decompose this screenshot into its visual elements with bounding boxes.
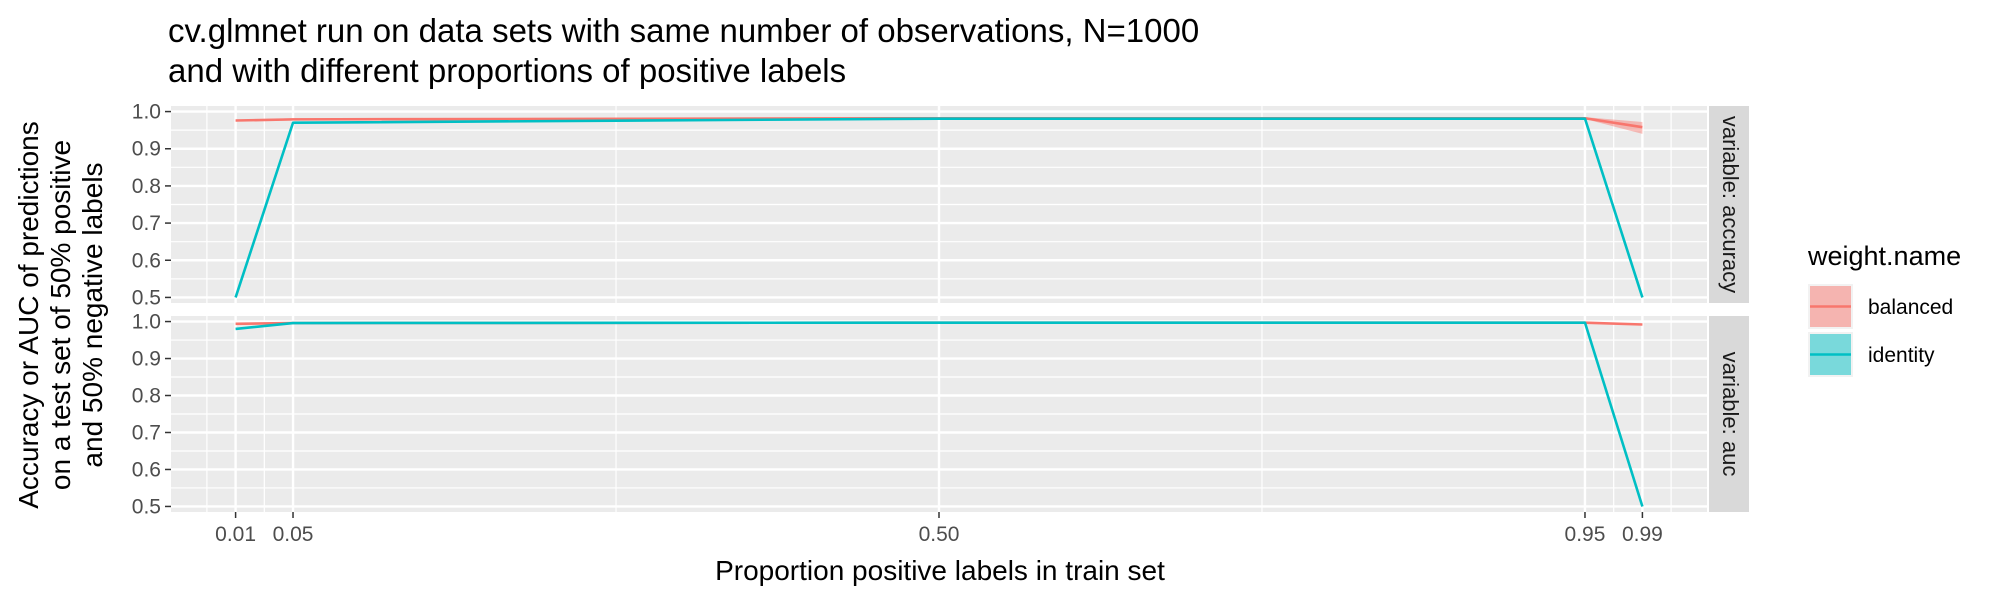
y-tick-label: 0.5 (132, 495, 161, 518)
y-tick-label: 0.9 (132, 138, 161, 161)
y-tick-label: 0.6 (132, 249, 161, 272)
x-axis-label: Proportion positive labels in train set (715, 555, 1165, 586)
y-axis-label-line-3: and 50% negative labels (77, 162, 108, 467)
panel-2: 0.5 0.6 0.7 0.8 0.9 1.0 variable: auc (132, 311, 1749, 518)
y-tick-label: 1.0 (132, 101, 161, 124)
y-tick-label: 1.0 (132, 311, 161, 334)
y-tick-label: 0.7 (132, 212, 161, 235)
x-tick-label: 0.95 (1565, 523, 1606, 546)
chart-title-line-2: and with different proportions of positi… (168, 52, 846, 89)
chart-title-line-1: cv.glmnet run on data sets with same num… (168, 12, 1199, 49)
y-tick-label: 0.6 (132, 458, 161, 481)
series-line-identity (235, 321, 1644, 507)
facet-strip (1709, 316, 1749, 512)
x-tick-label: 0.50 (919, 523, 960, 546)
y-tick-label: 0.8 (132, 175, 161, 198)
y-tick-label: 0.7 (132, 421, 161, 444)
x-tick-label: 0.01 (215, 523, 256, 546)
facet-strip (1709, 106, 1749, 303)
y-axis-label-line-1: Accuracy or AUC of predictions (13, 121, 44, 509)
legend-label-identity: identity (1868, 344, 1935, 367)
legend-label-balanced: balanced (1868, 296, 1953, 319)
facet-strip-label: variable: accuracy (1718, 116, 1743, 293)
y-tick-label: 0.5 (132, 286, 161, 309)
y-axis-label: Accuracy or AUC of predictions on a test… (13, 121, 108, 509)
x-tick-label: 0.99 (1622, 523, 1663, 546)
facet-strip-label: variable: auc (1718, 352, 1743, 477)
y-tick-label: 0.9 (132, 348, 161, 371)
x-axis: 0.01 0.05 0.50 0.95 0.99 (215, 512, 1663, 546)
series-line-identity (234, 117, 1644, 298)
y-axis-label-line-2: on a test set of 50% positive (45, 140, 76, 490)
legend: weight.name balanced identity (1807, 241, 1961, 377)
legend-title: weight.name (1807, 241, 1961, 271)
panel-1: 0.5 0.6 0.7 0.8 0.9 1.0 variable: accuracy (132, 101, 1749, 309)
x-tick-label: 0.05 (273, 523, 314, 546)
y-tick-label: 0.8 (132, 385, 161, 408)
